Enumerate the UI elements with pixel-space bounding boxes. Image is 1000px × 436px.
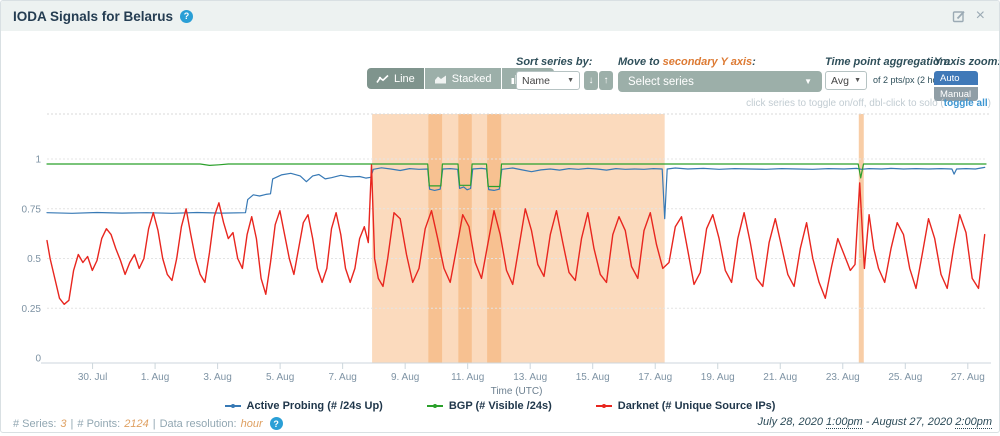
x-axis-tick-label: 13. Aug <box>513 372 547 383</box>
outage-alert-overlap <box>428 114 443 363</box>
x-axis-tick-label: 17. Aug <box>638 372 672 383</box>
legend-marker <box>426 404 443 408</box>
resolution-help-icon[interactable]: ? <box>269 417 283 430</box>
time-range: July 28, 2020 1:00pm - August 27, 2020 2… <box>757 416 992 429</box>
aggregation-detail: of 2 pts/px (2 hours) <box>873 75 954 85</box>
y-zoom-manual-button[interactable]: Manual <box>934 87 978 101</box>
outage-alert-overlap <box>487 114 502 363</box>
legend-label: Darknet (# Unique Source IPs) <box>617 400 776 412</box>
y-axis-tick-label: 0.5 <box>27 254 41 265</box>
series-line-bgp-visible-24s[interactable] <box>46 163 987 188</box>
legend-marker <box>224 404 241 408</box>
range-start-time[interactable]: 1:00pm <box>826 416 863 429</box>
legend-marker <box>595 404 612 408</box>
y-axis-tick-label: 0.75 <box>22 204 42 215</box>
sort-series-label: Sort series by: <box>516 56 593 68</box>
x-axis-tick-label: 11. Aug <box>451 372 484 383</box>
legend-marker-dot <box>230 404 235 408</box>
x-axis-tick-label: 1. Aug <box>141 372 169 383</box>
y-zoom-auto-button[interactable]: Auto <box>934 71 978 85</box>
sort-descending-button[interactable]: ↓ <box>584 71 598 90</box>
x-axis-tick-label: 7. Aug <box>328 372 356 383</box>
page-title: IODA Signals for Belarus <box>13 8 174 24</box>
chart-type-stacked-label: Stacked <box>451 72 492 85</box>
series-toggle-hint: click series to toggle on/off, dbl-click… <box>746 98 991 109</box>
legend-marker-dot <box>432 404 437 408</box>
x-axis-title: Time (UTC) <box>491 386 543 397</box>
secondary-axis-placeholder: Select series <box>628 75 694 88</box>
secondary-axis-label: Move to secondary Y axis: <box>618 56 756 68</box>
points-count-label: # Points: <box>77 417 121 430</box>
outage-alert-short <box>858 114 864 363</box>
sort-series-select[interactable]: Name ▼ <box>516 71 580 90</box>
x-axis-tick-label: 3. Aug <box>203 372 231 383</box>
chart-legend: Active Probing (# /24s Up) BGP (# Visible… <box>1 400 999 412</box>
x-axis-tick-label: 25. Aug <box>888 372 922 383</box>
legend-item-bgp-visible-24s[interactable]: BGP (# Visible /24s) <box>426 400 552 412</box>
sort-series-value: Name <box>522 74 551 87</box>
x-axis-tick-label: 30. Jul <box>78 372 107 383</box>
chart-type-stacked-button[interactable]: Stacked <box>424 68 501 89</box>
range-separator: - <box>862 416 873 428</box>
resolution-label: Data resolution: <box>159 417 237 430</box>
chart-stats: # Series: 3 | # Points: 2124 | Data reso… <box>13 417 283 430</box>
line-chart-icon <box>376 74 389 83</box>
legend-item-active-probing-24s-up[interactable]: Active Probing (# /24s Up) <box>224 400 383 412</box>
y-axis-tick-label: 0 <box>35 354 41 365</box>
points-count-value: 2124 <box>124 417 149 430</box>
aggregation-label: Time point aggregation: <box>825 56 951 68</box>
aggregation-value: Avg <box>831 74 849 87</box>
close-icon[interactable]: × <box>975 7 985 24</box>
range-start-date: July 28, 2020 <box>757 416 827 428</box>
secondary-axis-select[interactable]: Select series ▼ <box>618 71 822 92</box>
series-line-active-probing-24s-up[interactable] <box>46 166 986 220</box>
chart-type-line-label: Line <box>394 72 415 85</box>
chevron-down-icon: ▼ <box>854 77 861 84</box>
outage-alert-overlap <box>458 114 472 363</box>
legend-item-darknet-unique-source-ips[interactable]: Darknet (# Unique Source IPs) <box>595 400 776 412</box>
x-axis-tick-label: 15. Aug <box>576 372 610 383</box>
x-axis-tick-label: 21. Aug <box>763 372 797 383</box>
y-axis-tick-label: 1 <box>35 155 41 166</box>
hint-text-close: ) <box>987 98 991 109</box>
timeseries-chart[interactable]: 0 0.25 0.5 0.75 1 30. Jul 1. Aug 3. Aug 5. Aug 7.… <box>1 1 1000 401</box>
toggle-all-link[interactable]: toggle all <box>943 98 988 109</box>
aggregation-select[interactable]: Avg ▼ <box>825 71 867 90</box>
x-axis-tick-label: 27. Aug <box>951 372 985 383</box>
y-axis-zoom-label: Y axis zoom: <box>934 56 1000 68</box>
outage-alert-period <box>372 114 665 363</box>
stacked-area-icon <box>434 75 446 83</box>
secondary-axis-label-suffix: : <box>752 56 756 68</box>
chevron-down-icon: ▼ <box>567 77 574 84</box>
legend-marker-dot <box>601 404 606 408</box>
secondary-axis-label-prefix: Move to <box>618 56 663 68</box>
series-count-label: # Series: <box>13 417 57 430</box>
secondary-axis-label-highlight: secondary Y axis <box>662 56 753 68</box>
range-end-date: August 27, 2020 <box>872 416 956 428</box>
range-end-time[interactable]: 2:00pm <box>955 416 992 429</box>
title-help-icon[interactable]: ? <box>180 9 194 23</box>
x-axis-tick-label: 9. Aug <box>391 372 419 383</box>
chart-type-line-button[interactable]: Line <box>367 68 424 89</box>
stats-separator: | <box>152 417 156 430</box>
resolution-value: hour <box>240 417 263 430</box>
x-axis-tick-label: 5. Aug <box>266 372 294 383</box>
chevron-down-icon: ▼ <box>804 77 812 86</box>
titlebar: IODA Signals for Belarus ? × <box>1 1 999 31</box>
legend-label: BGP (# Visible /24s) <box>448 400 552 412</box>
series-line-darknet-unique-source-ips[interactable] <box>46 164 986 305</box>
x-axis-tick-label: 23. Aug <box>826 372 860 383</box>
x-axis-tick-label: 19. Aug <box>701 372 735 383</box>
sort-ascending-button[interactable]: ↑ <box>599 71 613 90</box>
stats-separator: | <box>70 417 74 430</box>
hint-text: click series to toggle on/off, dbl-click… <box>746 98 944 109</box>
series-count-value: 3 <box>60 417 67 430</box>
y-axis-tick-label: 0.25 <box>22 304 42 315</box>
legend-label: Active Probing (# /24s Up) <box>246 400 383 412</box>
edit-icon[interactable] <box>952 9 966 23</box>
